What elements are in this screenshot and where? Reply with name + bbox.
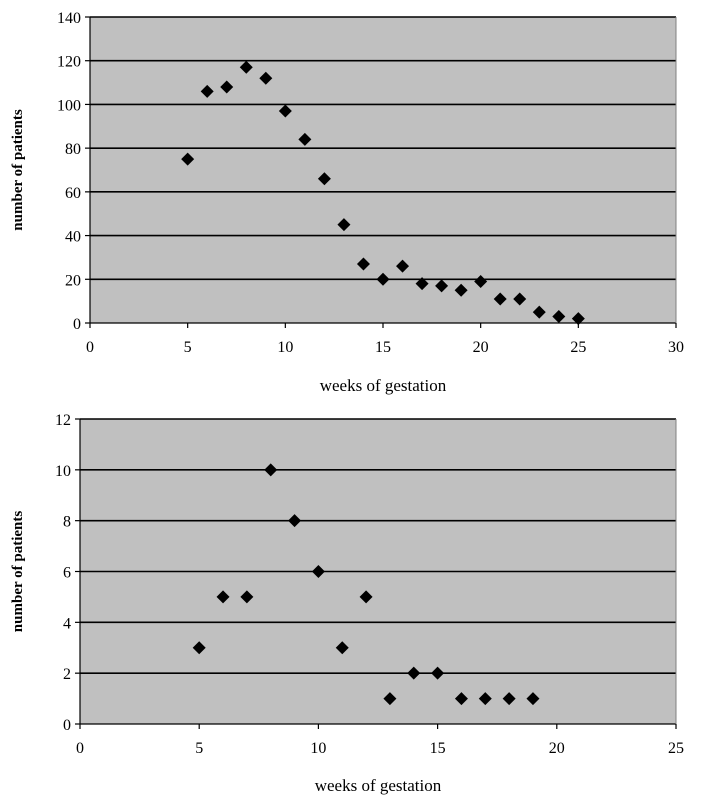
- y-tick-label: 120: [57, 54, 81, 71]
- x-tick-label: 10: [310, 740, 326, 757]
- data-point: [407, 666, 421, 680]
- data-point: [192, 641, 206, 655]
- data-point: [239, 60, 253, 74]
- data-point: [359, 590, 373, 604]
- x-tick-label: 10: [277, 339, 293, 356]
- chart-1: 0 20 40 60 80 100 120 140 0 5 10 15 20 25 30 weeks of g…: [10, 10, 684, 395]
- y-tick-label: 0: [73, 316, 81, 333]
- x-tick-label: 0: [86, 339, 94, 356]
- data-point: [259, 71, 273, 85]
- data-point: [532, 305, 546, 319]
- data-point: [474, 274, 488, 288]
- y-tick-label: 140: [57, 10, 81, 27]
- x-tick-label: 30: [668, 339, 684, 356]
- data-point: [216, 590, 230, 604]
- chart-2: 0 2 4 6 8 10 12 0 5 10 15 20 25 weeks of gestation num…: [10, 412, 684, 795]
- y-tick-label: 0: [63, 717, 71, 734]
- x-axis-title: weeks of gestation: [315, 776, 442, 795]
- data-point: [240, 590, 254, 604]
- y-tick-label: 2: [63, 666, 71, 683]
- plot-area: [90, 17, 676, 323]
- y-axis-title: number of patients: [10, 109, 26, 231]
- data-point: [264, 463, 278, 477]
- x-tick-label: 15: [375, 339, 391, 356]
- y-tick-label: 10: [55, 463, 71, 480]
- x-tick-label: 25: [668, 740, 684, 757]
- data-point: [396, 259, 410, 273]
- y-tick-label: 40: [65, 229, 81, 246]
- x-tick-label: 25: [570, 339, 586, 356]
- data-point: [278, 104, 292, 118]
- x-tick-label: 20: [473, 339, 489, 356]
- data-point: [383, 692, 397, 706]
- x-tick-label: 15: [430, 740, 446, 757]
- y-tick-label: 20: [65, 272, 81, 289]
- data-point: [571, 312, 585, 326]
- y-tick-label: 60: [65, 185, 81, 202]
- y-tick-label: 8: [63, 514, 71, 531]
- data-point: [311, 565, 325, 578]
- x-tick-label: 5: [195, 740, 203, 757]
- x-tick-label: 5: [184, 339, 192, 356]
- data-point: [288, 514, 302, 528]
- data-point: [478, 692, 492, 706]
- data-point: [335, 641, 349, 655]
- data-point: [337, 218, 351, 232]
- y-tick-label: 12: [55, 412, 71, 429]
- y-axis-title: number of patients: [10, 511, 26, 633]
- data-point: [526, 692, 540, 706]
- data-point: [454, 283, 468, 297]
- data-point: [431, 666, 445, 680]
- data-point: [454, 692, 468, 706]
- data-point: [356, 257, 370, 271]
- y-tick-label: 6: [63, 565, 71, 582]
- data-point: [220, 80, 234, 94]
- y-tick-label: 4: [63, 615, 71, 632]
- data-point: [298, 132, 312, 146]
- data-point: [200, 84, 214, 98]
- x-axis-title: weeks of gestation: [320, 376, 447, 395]
- data-point: [317, 172, 331, 186]
- data-point: [435, 279, 449, 293]
- y-tick-label: 100: [57, 97, 81, 114]
- data-point: [415, 277, 429, 291]
- data-point: [513, 292, 527, 306]
- x-tick-label: 0: [76, 740, 84, 757]
- y-tick-label: 80: [65, 141, 81, 158]
- data-point: [502, 692, 516, 706]
- data-point: [493, 292, 507, 306]
- data-point: [181, 152, 195, 166]
- x-tick-label: 20: [549, 740, 565, 757]
- data-point: [552, 309, 566, 323]
- data-point: [376, 272, 390, 286]
